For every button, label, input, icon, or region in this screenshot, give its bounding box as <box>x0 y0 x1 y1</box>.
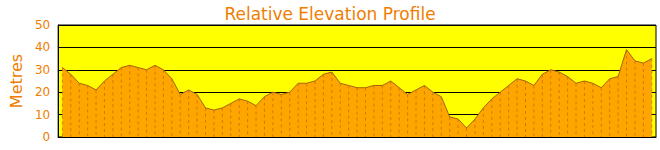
svg-text:Metres: Metres <box>7 54 26 108</box>
svg-text:30: 30 <box>35 63 50 77</box>
svg-text:10: 10 <box>35 108 50 122</box>
svg-text:40: 40 <box>35 40 50 54</box>
svg-text:Relative Elevation Profile: Relative Elevation Profile <box>224 4 435 24</box>
svg-text:50: 50 <box>35 18 50 32</box>
svg-text:0: 0 <box>43 130 51 144</box>
svg-text:20: 20 <box>35 85 50 99</box>
